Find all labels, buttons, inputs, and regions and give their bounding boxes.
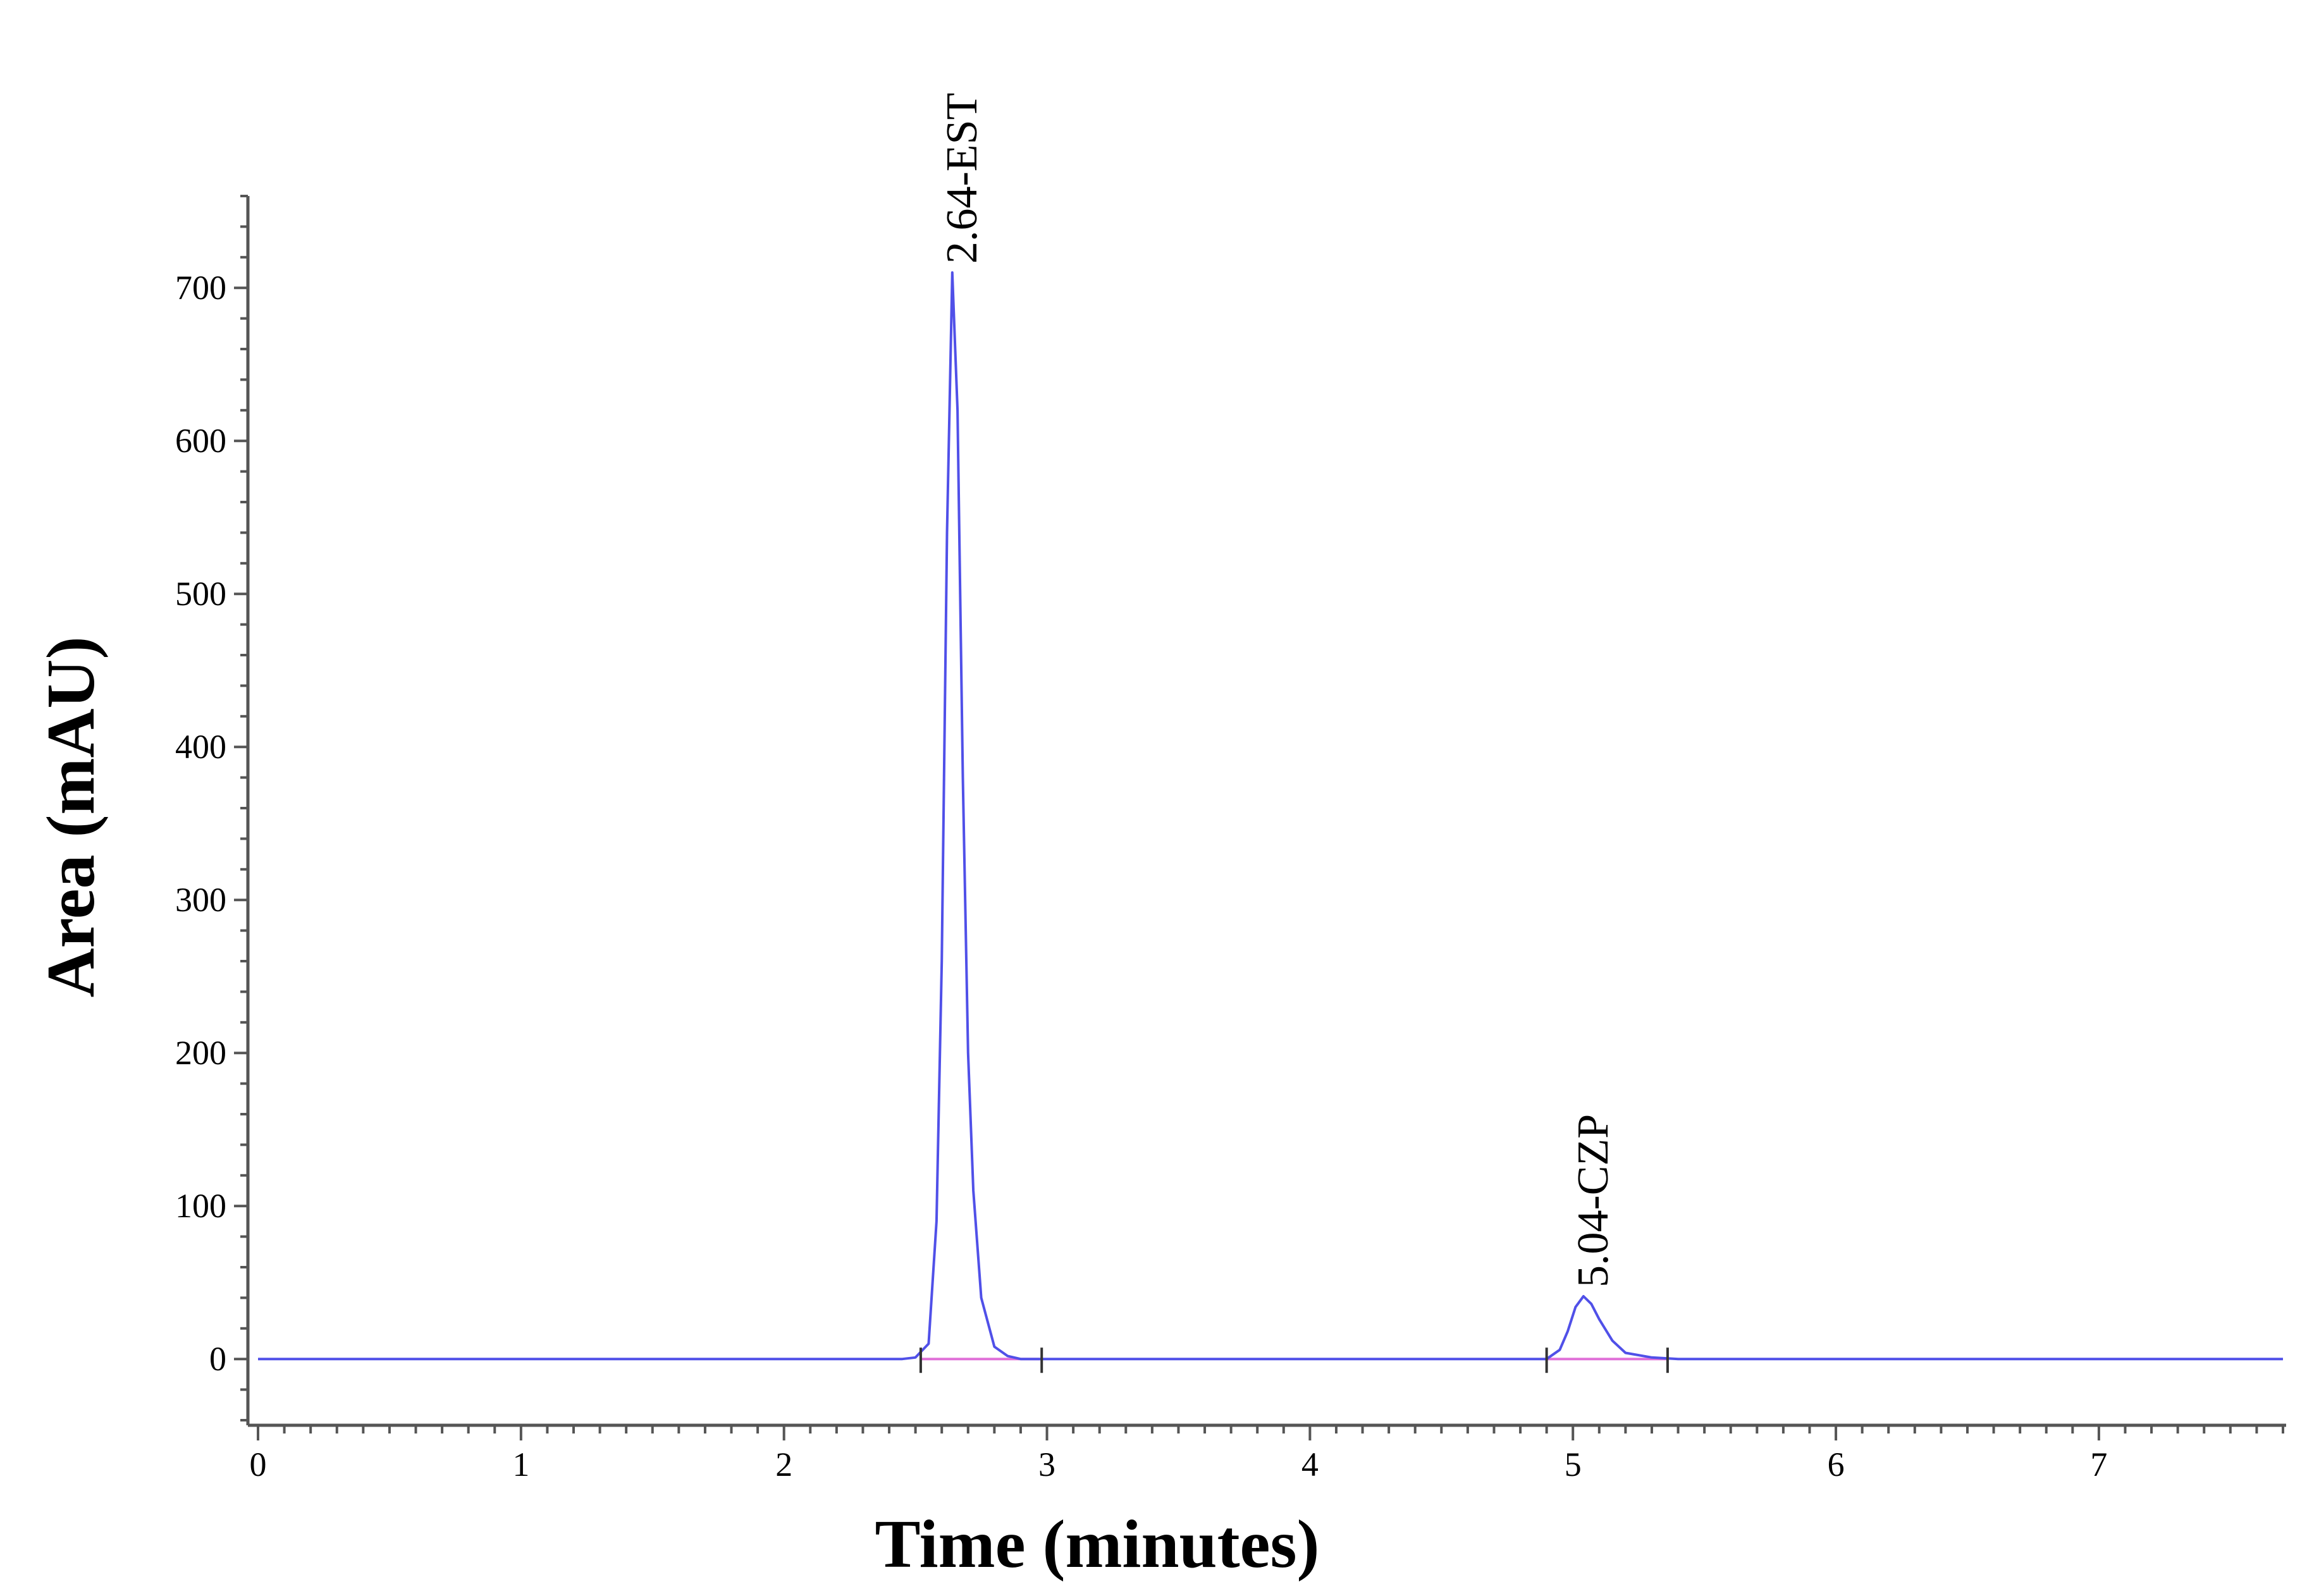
peak-label: 2.64-EST [938, 93, 987, 264]
y-tick-label: 600 [175, 422, 226, 460]
x-tick-label: 2 [775, 1446, 792, 1483]
x-tick-label: 0 [250, 1446, 267, 1483]
y-tick-label: 0 [209, 1340, 226, 1378]
y-tick-label: 300 [175, 881, 226, 919]
labels-layer: 2.64-EST 5.04-CZP [938, 93, 1618, 1287]
x-tick-label: 3 [1038, 1446, 1055, 1483]
x-tick-label: 5 [1565, 1446, 1582, 1483]
y-tick-label: 400 [175, 728, 226, 766]
x-tick-label: 6 [1828, 1446, 1845, 1483]
series-layer [258, 271, 2283, 1373]
peak-label: 5.04-CZP [1569, 1114, 1618, 1287]
axes: 0 100 200 300 400 500 600 700 0 1 2 3 4 5 6 7 [175, 195, 2286, 1483]
x-tick-label: 1 [512, 1446, 529, 1483]
y-axis-title: Area (mAU) [34, 637, 109, 998]
y-tick-label: 500 [175, 575, 226, 613]
chromatogram-trace [258, 271, 2283, 1361]
y-tick-label: 100 [175, 1187, 226, 1225]
y-tick-label: 700 [175, 269, 226, 307]
y-tick-label: 200 [175, 1034, 226, 1072]
x-tick-label: 4 [1301, 1446, 1319, 1483]
x-axis-title: Time (minutes) [875, 1507, 1320, 1582]
x-tick-label: 7 [2090, 1446, 2107, 1483]
